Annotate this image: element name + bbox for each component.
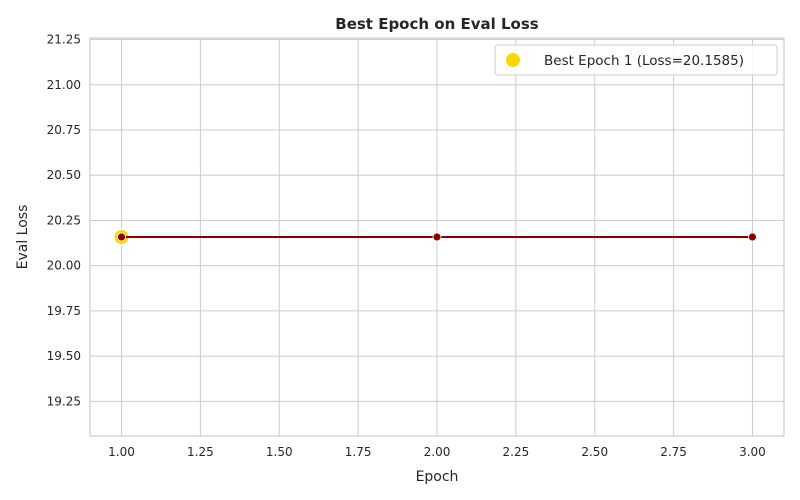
legend-entry-best-epoch: Best Epoch 1 (Loss=20.1585): [544, 53, 744, 69]
eval-loss-point: [117, 232, 126, 242]
y-tick-label: 20.50: [47, 168, 81, 182]
x-tick-label: 1.00: [108, 445, 135, 459]
x-tick-label: 1.25: [187, 445, 214, 459]
legend-box: [494, 44, 778, 76]
plot-frame: [89, 37, 785, 437]
x-tick-label: 1.50: [266, 445, 293, 459]
y-ticks: 19.25 19.50 19.75 20.00 20.25 20.50 20.75 21.00…: [47, 33, 81, 409]
y-tick-label: 20.75: [47, 123, 81, 137]
y-axis-label: Eval Loss: [15, 205, 31, 270]
x-ticks: 1.00 1.25 1.50 1.75 2.00 2.25 2.50 2.75 3.00: [108, 445, 766, 459]
y-tick-label: 21.25: [47, 33, 81, 47]
x-tick-label: 2.50: [581, 445, 608, 459]
x-tick-label: 2.75: [660, 445, 687, 459]
x-tick-label: 3.00: [739, 445, 766, 459]
x-axis-label: Epoch: [416, 469, 459, 485]
x-tick-label: 2.25: [503, 445, 530, 459]
x-tick-label: 1.75: [345, 445, 372, 459]
y-tick-label: 20.00: [47, 259, 81, 273]
eval-loss-point: [748, 232, 757, 242]
y-tick-label: 19.25: [47, 394, 81, 408]
y-tick-label: 21.00: [47, 78, 81, 92]
chart-title: Best Epoch on Eval Loss: [335, 15, 539, 33]
legend: Best Epoch 1 (Loss=20.1585): [494, 44, 778, 76]
x-tick-label: 2.00: [424, 445, 451, 459]
y-tick-label: 20.25: [47, 213, 81, 227]
legend-marker-best-epoch: [506, 53, 520, 67]
y-tick-label: 19.50: [47, 349, 81, 363]
eval-loss-point: [432, 232, 442, 242]
series-layer: [113, 229, 757, 245]
y-tick-label: 19.75: [47, 304, 81, 318]
